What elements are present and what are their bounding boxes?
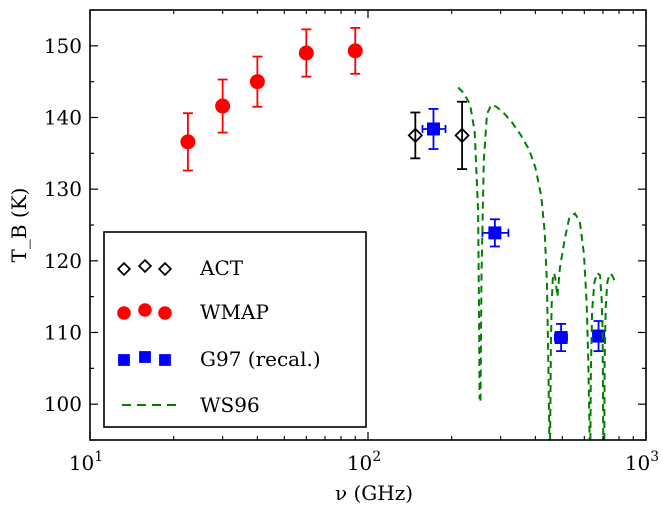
g97-recal-data-point [553,322,568,353]
y-tick-label: 100 [44,392,82,416]
ws96-curve-segment [479,103,551,440]
legend-swatch [118,354,130,366]
legend: ACT WMAP G97 (recal.) WS96 [103,231,367,428]
wmap-marker [180,134,196,150]
act-data-point [454,100,470,171]
wmap-marker [215,98,231,114]
legend-item-ws96: WS96 [122,393,260,417]
legend-swatch [158,306,172,320]
y-tick-label: 130 [44,177,82,201]
ws96-curve-segment [603,272,616,440]
ws96-curve-segment [549,212,591,440]
legend-swatch [138,303,152,317]
act-marker [454,127,470,144]
x-tick-label: 103 [625,449,659,475]
g97-recal-marker [426,122,440,136]
x-tick-label: 102 [347,449,381,475]
series-wmap [180,27,363,172]
y-tick-label: 110 [44,321,82,345]
wmap-data-point [347,27,363,75]
wmap-marker [249,74,265,90]
act-marker [407,127,424,144]
legend-item-wmap: WMAP [117,300,269,324]
y-axis-label: T_B (K) [7,188,31,263]
legend-swatch [137,258,153,274]
series-g97-recal [421,108,606,353]
legend-box [103,231,367,428]
g97-recal-marker [488,226,502,240]
ws96-curve-segment [457,86,481,400]
series-act [407,100,470,171]
wmap-data-point [249,55,265,108]
y-tick-label: 120 [44,249,82,273]
series-ws96 [457,86,616,440]
y-tick-label: 150 [44,34,82,58]
legend-label: WS96 [200,393,260,417]
g97-recal-marker [554,331,568,345]
data-layer [180,27,616,440]
legend-swatch [139,351,151,363]
y-tick-label: 140 [44,106,82,130]
g97-recal-data-point [481,218,510,248]
legend-item-g97-recal: G97 (recal.) [118,347,321,371]
g97-recal-data-point [421,108,447,150]
x-axis-label: ν (GHz) [335,481,413,505]
g97-recal-data-point [592,320,606,353]
legend-item-act: ACT [116,256,244,280]
wmap-data-point [180,112,196,172]
wmap-marker [347,43,363,59]
g97-recal-marker [592,329,606,343]
legend-swatch [117,306,131,320]
x-tick-label: 101 [69,449,103,475]
legend-label: WMAP [200,300,269,324]
legend-label: G97 (recal.) [200,347,321,371]
wmap-marker [298,45,314,61]
legend-swatch [157,261,173,277]
act-data-point [407,111,424,160]
legend-label: ACT [199,256,244,280]
legend-swatch [116,261,132,277]
ws96-curve-segment [589,271,605,440]
legend-swatch [159,354,171,366]
wmap-data-point [298,28,314,78]
wmap-data-point [215,78,231,134]
